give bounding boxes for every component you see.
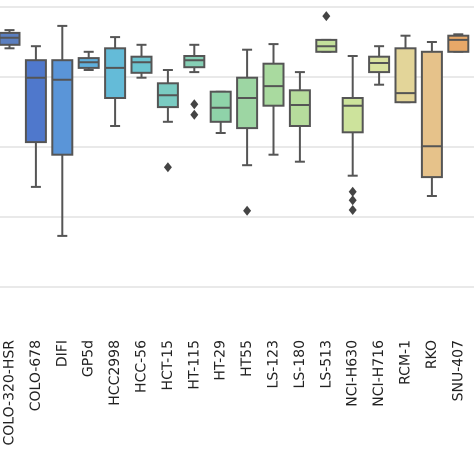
x-tick-label: SNU-407 (450, 340, 466, 401)
x-tick-label: HCT-15 (160, 340, 176, 390)
outlier (243, 205, 252, 216)
box (0, 31, 21, 46)
box (236, 76, 259, 130)
outlier (322, 11, 331, 22)
x-tick-label: GP5d (81, 340, 97, 377)
x-tick-label: DIFI (54, 340, 70, 367)
outlier (348, 195, 357, 206)
x-tick-label: HT-29 (213, 340, 229, 381)
outlier (348, 205, 357, 215)
x-tick-label: COLO-678 (28, 340, 44, 411)
box (130, 55, 153, 74)
x-tick-label: HT55 (239, 340, 255, 377)
box (183, 55, 206, 69)
x-tick-label: HCC2998 (107, 340, 123, 406)
box (51, 59, 74, 156)
x-tick-label: LS-180 (292, 340, 308, 388)
x-tick-label: COLO-320-HSR (2, 340, 18, 446)
x-tick-label: HT-115 (186, 340, 202, 390)
x-tick-label: LS-513 (318, 340, 334, 388)
x-tick-label: RCM-1 (398, 340, 414, 385)
box (394, 47, 417, 104)
outlier (348, 186, 357, 197)
box (24, 59, 47, 144)
outlier (190, 109, 199, 120)
box (104, 47, 127, 99)
outlier (163, 162, 172, 173)
box (447, 34, 470, 53)
outlier (190, 99, 199, 110)
box (209, 90, 232, 123)
x-tick-label: HCC-56 (134, 340, 150, 393)
x-tick-label: RKO (424, 340, 440, 369)
x-tick-label: NCI-H630 (345, 340, 361, 407)
box (341, 97, 364, 134)
x-tick-label: NCI-H716 (371, 340, 387, 407)
box (288, 89, 311, 128)
box (262, 62, 285, 107)
box (420, 50, 443, 179)
box (368, 55, 391, 74)
x-tick-label: LS-123 (266, 340, 282, 388)
